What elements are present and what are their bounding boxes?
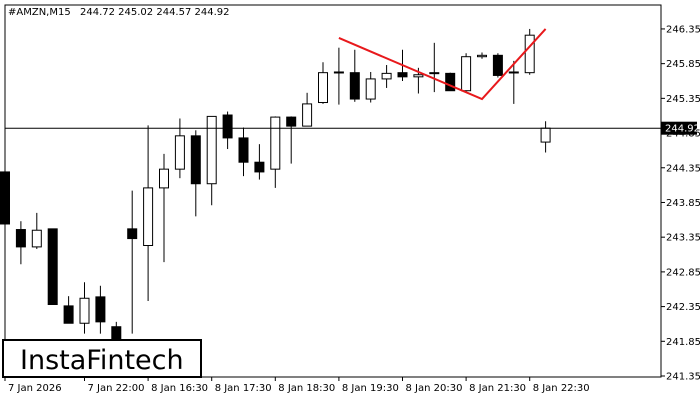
plot-frame [4, 4, 662, 378]
candle [254, 144, 265, 180]
candle-body [0, 171, 10, 225]
candle-body [413, 74, 424, 78]
y-tick-label: 241.85 [666, 337, 700, 348]
candle-body [318, 72, 328, 104]
current-price-label: 244.92 [665, 124, 700, 135]
candle [31, 212, 42, 249]
candle [318, 62, 328, 104]
y-tick-label: 241.35 [666, 372, 700, 383]
candle-body [508, 71, 519, 74]
candle [15, 221, 26, 265]
candle-body [222, 114, 233, 139]
candle-body [159, 168, 169, 189]
candle-body [477, 54, 487, 58]
candle [63, 296, 74, 324]
candle [333, 47, 344, 105]
candle [492, 53, 503, 78]
x-tick-label: 8 Jan 22:30 [533, 383, 590, 394]
candle-body [429, 72, 440, 75]
candle [461, 53, 472, 93]
candle [302, 92, 313, 127]
candle-body [63, 305, 74, 324]
candle-body [381, 72, 392, 80]
x-axis: 7 Jan 2026 7 Jan 22:00 8 Jan 16:30 8 Jan 17… [4, 377, 590, 394]
candle [206, 115, 217, 206]
candle [349, 49, 360, 102]
candle-body [79, 297, 90, 324]
candle-body [492, 54, 503, 76]
y-axis: 246.35245.85245.35244.85244.35243.85243.… [661, 24, 700, 383]
candle-body [349, 72, 360, 100]
candle-body [286, 116, 297, 127]
x-tick-label: 8 Jan 17:30 [215, 383, 272, 394]
y-tick-label: 243.35 [666, 233, 700, 244]
candle [95, 285, 106, 334]
x-tick-label: 8 Jan 19:30 [342, 383, 399, 394]
y-tick-label: 246.35 [666, 24, 700, 35]
candle [286, 116, 297, 164]
candle [0, 171, 10, 230]
x-tick-label: 8 Jan 21:30 [469, 383, 526, 394]
candle [477, 52, 487, 59]
candle [159, 153, 169, 263]
candle [365, 71, 376, 103]
candle-body [206, 115, 217, 185]
candle [429, 42, 440, 93]
candle [127, 190, 138, 334]
candle-body [47, 228, 58, 306]
candle-body [127, 228, 138, 240]
candle-body [270, 116, 281, 170]
candle [445, 72, 456, 92]
candle [222, 111, 233, 150]
candle-body [524, 34, 535, 74]
candle-body [540, 127, 551, 143]
x-tick-label: 8 Jan 16:30 [151, 383, 208, 394]
chart-ohlc-values: 244.72 245.02 244.57 244.92 [80, 7, 230, 18]
x-tick-label: 8 Jan 20:30 [406, 383, 463, 394]
candle-body [333, 71, 344, 74]
y-tick-label: 244.35 [666, 163, 700, 174]
x-tick-label: 7 Jan 22:00 [88, 383, 145, 394]
candle-body [190, 135, 201, 185]
y-tick-label: 242.85 [666, 267, 700, 278]
candle-body [397, 72, 408, 78]
double-top-pattern-line [338, 28, 547, 101]
candle-body [238, 137, 249, 163]
candle [47, 228, 58, 306]
candle-body [95, 296, 106, 323]
candle [508, 60, 519, 104]
logo-box: InstaFintech [2, 339, 202, 378]
candle [143, 125, 154, 302]
y-tick-label: 242.35 [666, 302, 700, 313]
candle-body [174, 135, 185, 170]
candle [190, 130, 201, 217]
candles-layer [0, 28, 551, 368]
candle-body [365, 78, 376, 100]
candle [524, 28, 535, 75]
candle-body [143, 187, 154, 247]
current-price-tag [661, 121, 697, 135]
y-tick-label: 243.85 [666, 198, 700, 209]
x-tick-label: 8 Jan 18:30 [278, 383, 335, 394]
x-tick-label: 7 Jan 2026 [8, 383, 62, 394]
pattern-layer [338, 28, 547, 101]
candle-body [461, 56, 472, 92]
candle [79, 282, 90, 334]
y-tick-label: 245.35 [666, 94, 700, 105]
candle-body [15, 229, 26, 248]
candle [381, 65, 392, 88]
candle-body [302, 103, 313, 127]
candle-body [254, 161, 265, 173]
y-tick-label: 245.85 [666, 59, 700, 70]
chart-symbol: #AMZN,M15 [8, 7, 71, 18]
candle-body [445, 72, 456, 92]
logo-text: InstaFintech [20, 345, 184, 376]
candle-body [31, 229, 42, 248]
candle [238, 127, 249, 177]
